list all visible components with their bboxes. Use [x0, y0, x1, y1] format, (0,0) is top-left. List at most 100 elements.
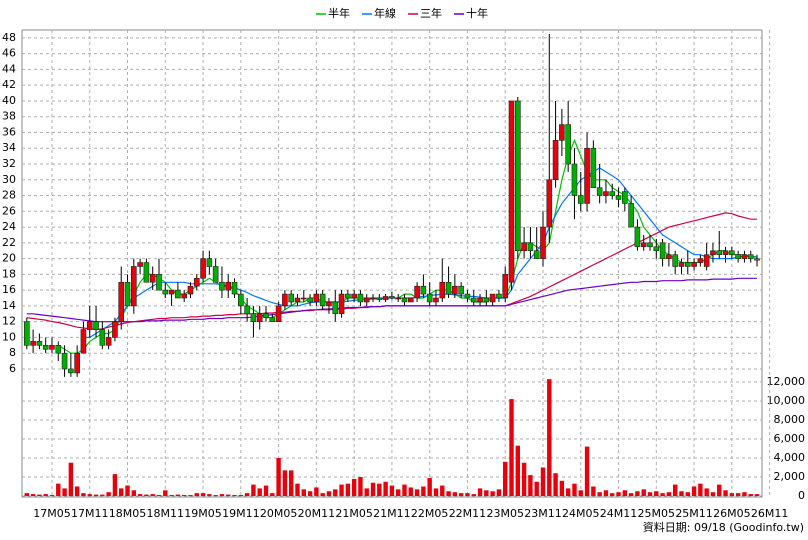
volume-bar	[389, 485, 395, 496]
y-tick-label: 18	[2, 267, 16, 280]
y-tick-label: 38	[2, 110, 16, 123]
x-tick-label: 17M11	[71, 507, 109, 520]
candle-body	[414, 285, 420, 299]
candle-body	[49, 345, 55, 350]
x-tick-label: 20M05	[260, 507, 298, 520]
volume-bar	[698, 483, 703, 496]
volume-bar	[207, 494, 212, 496]
candle-body	[74, 352, 80, 374]
volume-bar	[547, 379, 552, 496]
candle-body	[61, 352, 68, 370]
volume-bar	[43, 494, 48, 496]
x-tick-label: 26M11	[751, 507, 789, 520]
candle-body	[326, 301, 332, 307]
volume-bar	[622, 490, 628, 496]
candle-body	[496, 293, 502, 299]
volume-bar	[87, 494, 92, 496]
candle-body	[754, 258, 760, 261]
y2-tick-label: 8,000	[774, 413, 806, 426]
y-tick-label: 12	[2, 315, 16, 328]
y-tick-label: 28	[2, 189, 16, 202]
candle-body	[238, 293, 244, 307]
volume-bar	[244, 493, 250, 496]
volume-bar	[188, 495, 193, 496]
legend-label: 年線	[374, 6, 396, 20]
y-tick-label: 14	[2, 299, 16, 312]
y2-tick-label: 4,000	[774, 451, 806, 464]
y-tick-label: 10	[2, 330, 16, 343]
volume-bar	[156, 495, 162, 496]
volume-bar	[200, 493, 206, 496]
candle-body	[376, 297, 383, 300]
candle-body	[244, 305, 250, 315]
candle-body	[716, 250, 723, 255]
volume-bar	[314, 487, 319, 496]
volume-bar	[628, 493, 634, 496]
volume-bar	[377, 483, 382, 496]
x-tick-label: 24M05	[562, 507, 600, 520]
volume-bar	[654, 491, 659, 496]
candle-body	[23, 321, 30, 346]
candle-body	[647, 242, 653, 248]
candle-body	[584, 147, 590, 204]
legend-label: 十年	[466, 6, 488, 20]
candle-body	[521, 242, 527, 252]
volume-bar	[452, 492, 458, 496]
candle-body	[351, 293, 357, 299]
candle-body	[697, 258, 704, 263]
candle-body	[483, 297, 490, 303]
volume-bar	[301, 489, 306, 496]
candle-body	[382, 296, 389, 300]
candle-body	[722, 250, 729, 255]
candle-body	[300, 297, 307, 300]
candle-body	[445, 281, 452, 295]
y-tick-label: 30	[2, 173, 16, 186]
candle-body	[313, 293, 320, 303]
volume-bar	[326, 491, 332, 496]
x-tick-label: 20M11	[298, 507, 336, 520]
x-tick-label: 25M05	[638, 507, 676, 520]
candle-body	[420, 285, 427, 295]
volume-bar	[427, 477, 432, 496]
candle-body	[370, 297, 376, 300]
x-tick-label: 18M11	[147, 507, 185, 520]
candle-body	[552, 140, 559, 181]
candle-body	[156, 274, 162, 291]
candle-body	[250, 313, 257, 322]
y-tick-label: 36	[2, 125, 16, 138]
volume-bar	[704, 488, 709, 496]
volume-bar	[226, 494, 231, 496]
candle-body	[212, 266, 219, 283]
y2-tick-label: 0	[798, 489, 805, 502]
volume-bar	[433, 488, 439, 496]
y-tick-label: 20	[2, 252, 16, 265]
volume-bar	[635, 491, 640, 496]
volume-bar	[364, 488, 369, 496]
volume-bar	[358, 477, 363, 496]
candle-body	[30, 341, 36, 346]
volume-bar	[137, 494, 143, 496]
candle-body	[452, 285, 458, 295]
candle-body	[596, 187, 603, 196]
candle-body	[137, 262, 143, 267]
y-tick-label: 16	[2, 283, 16, 296]
volume-bar	[56, 483, 61, 496]
candle-body	[86, 321, 93, 330]
volume-bar	[471, 494, 476, 496]
candle-body	[332, 301, 339, 315]
volume-bar	[672, 484, 678, 496]
volume-bar	[717, 484, 722, 496]
volume-bar	[81, 493, 86, 496]
ma-line	[57, 138, 758, 354]
candle-body	[527, 242, 534, 252]
candle-body	[628, 203, 634, 228]
volume-bar	[370, 482, 376, 496]
y-tick-label: 24	[2, 220, 16, 233]
y-tick-label: 8	[9, 346, 16, 359]
candle-body	[622, 191, 628, 204]
volume-bar	[597, 492, 602, 496]
candle-body	[124, 281, 131, 307]
candle-body	[477, 297, 483, 303]
y-tick-label: 6	[9, 362, 16, 375]
volume-bar	[119, 488, 124, 496]
